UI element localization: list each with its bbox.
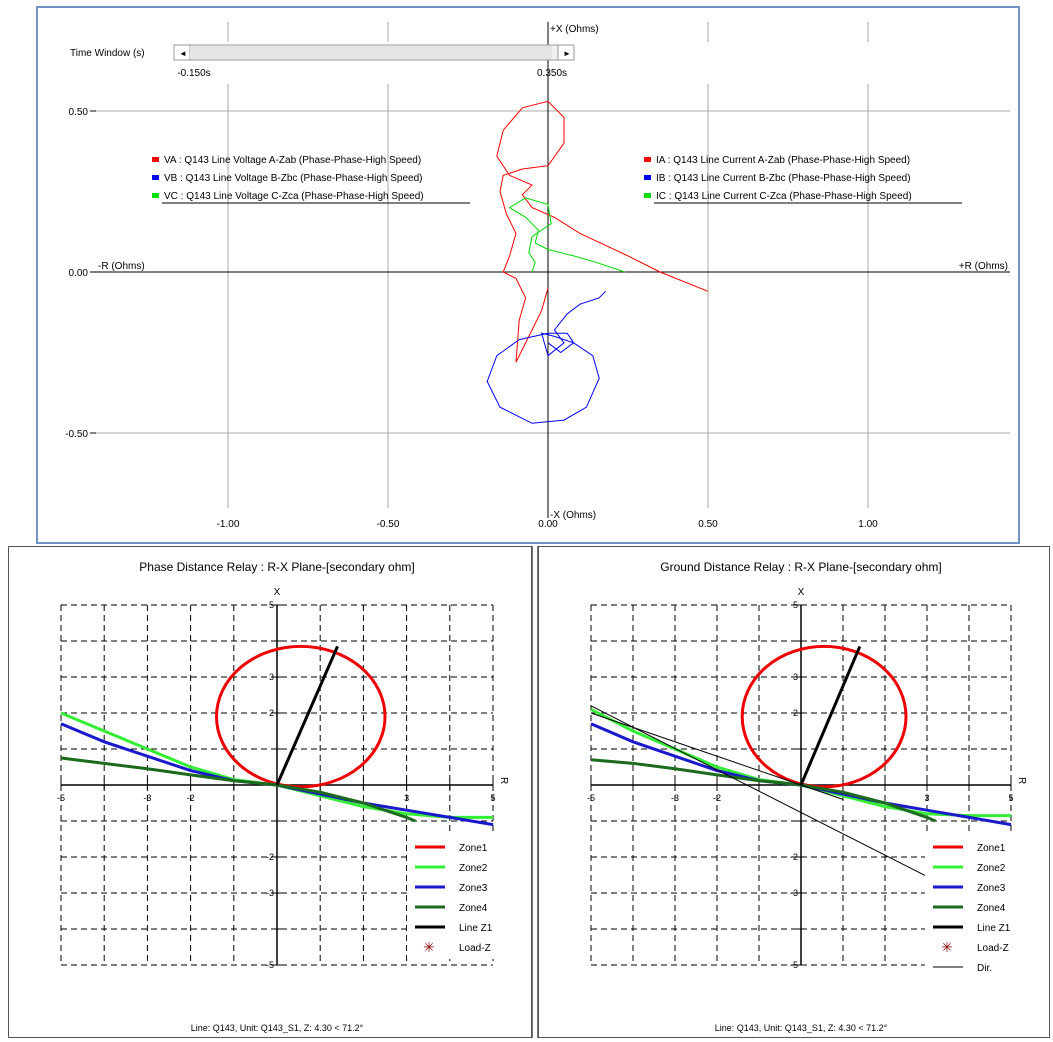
y-tick-label: 0.50 [69,107,89,118]
scroll-left-arrow-icon: ◄ [179,49,187,58]
chart-title: Phase Distance Relay : R-X Plane-[second… [139,560,414,574]
time-end-label: 0.350s [537,68,567,79]
r-tick-label: 5 [1008,793,1013,803]
time-window-label: Time Window (s) [70,48,145,59]
legend-left-item-swatch [152,157,159,162]
axis-label-pos-x: +X (Ohms) [550,24,599,35]
line-z1-curve [799,645,862,786]
dir--curve [590,712,844,800]
zone4-curve [590,758,936,823]
impedance-trajectory-chart: +X (Ohms) -X (Ohms) -R (Ohms) +R (Ohms) 0.50… [65,22,1010,530]
r-tick-label: -5 [587,793,595,803]
phase-distance-chart: Phase Distance Relay : R-X Plane-[second… [57,560,511,1033]
legend-left-item-swatch [152,193,159,198]
x-tick-label: 5 [269,600,274,610]
x-tick-label: 1.00 [858,519,878,530]
axis-label-pos-r: +R (Ohms) [959,261,1008,272]
panel-splitter[interactable] [532,546,538,1038]
legend-right-item-label: IA : Q143 Line Current A-Zab (Phase-Phas… [656,155,910,166]
x-tick-label: -1.00 [217,519,240,530]
x-tick-label: 0.00 [538,519,558,530]
x-tick-label: 3 [269,672,274,682]
impedance-trajectory-panel: +X (Ohms) -X (Ohms) -R (Ohms) +R (Ohms) 0.50… [36,6,1020,544]
legend-label: Load-Z [977,943,1009,954]
r-axis-name: R [1016,777,1027,784]
scroll-right-button[interactable] [557,44,575,61]
load-z-marker-icon: ✳ [423,939,435,955]
r-tick-label: -5 [57,793,65,803]
x-tick-label: -3 [790,888,798,898]
x-tick-label: 0.50 [698,519,718,530]
axis-label-neg-r: -R (Ohms) [98,261,145,272]
x-tick-label: -2 [790,852,798,862]
r-tick-label: -3 [671,793,679,803]
r-tick-label: 3 [924,793,929,803]
load-z-marker-icon: ✳ [941,939,953,955]
legend-left-item-swatch [152,175,159,180]
axis-label-neg-x: -X (Ohms) [550,510,596,521]
legend-label: Line Z1 [977,923,1011,934]
legend-right-item-swatch [644,157,651,162]
x-tick-label: -5 [790,960,798,970]
x-tick-label: 5 [793,600,798,610]
legend-label: Line Z1 [459,923,493,934]
scroll-thumb[interactable] [190,46,552,59]
legend-label: Zone2 [459,863,488,874]
time-start-label: -0.150s [177,68,210,79]
r-tick-label: -2 [187,793,195,803]
legend-label: Zone2 [977,863,1006,874]
dir--curve [590,705,932,880]
legend-left-item-label: VA : Q143 Line Voltage A-Zab (Phase-Phas… [164,155,421,166]
zone1-circle [740,644,908,789]
r-tick-label: 3 [404,793,409,803]
r-tick-label: -3 [143,793,151,803]
line-z1-curve [275,645,339,786]
legend-label: Zone4 [459,903,488,914]
chart-title: Ground Distance Relay : R-X Plane-[secon… [660,560,941,574]
legend-right-item-swatch [644,193,651,198]
x-tick-label: -3 [266,888,274,898]
x-tick-label: -5 [266,960,274,970]
ground-distance-chart: Ground Distance Relay : R-X Plane-[secon… [587,560,1029,1033]
x-axis-name: X [274,587,281,598]
zone4-curve [60,756,416,823]
ground-distance-panel: Ground Distance Relay : R-X Plane-[secon… [538,546,1050,1038]
legend-right-item-label: IB : Q143 Line Current B-Zbc (Phase-Phas… [656,173,911,184]
r-tick-label: 5 [490,793,495,803]
legend-right-item-label: IC : Q143 Line Current C-Zca (Phase-Phas… [656,191,912,202]
zone1-circle [215,644,387,789]
legend-label: Zone1 [977,843,1006,854]
legend-label: Zone3 [977,883,1006,894]
legend-label: Load-Z [459,943,491,954]
legend-right-item-swatch [644,175,651,180]
trajectory-series [496,100,709,363]
legend-label: Zone1 [459,843,488,854]
r-axis-name: R [498,777,509,784]
y-tick-label: 0.00 [69,268,89,279]
chart-footer: Line: Q143, Unit: Q143_S1, Z: 4.30 < 71.… [191,1023,364,1033]
x-tick-label: 2 [793,708,798,718]
legend-label: Dir. [977,963,992,974]
trajectory-series [508,197,625,273]
legend-left-item-label: VC : Q143 Line Voltage C-Zca (Phase-Phas… [164,191,424,202]
x-tick-label: 2 [269,708,274,718]
trajectory-series [486,290,606,424]
chart-footer: Line: Q143, Unit: Q143_S1, Z: 4.30 < 71.… [715,1023,888,1033]
legend-label: Zone3 [459,883,488,894]
scroll-right-arrow-icon: ► [563,49,571,58]
r-tick-label: -2 [713,793,721,803]
y-tick-label: -0.50 [65,429,88,440]
x-tick-label: -2 [266,852,274,862]
legend-label: Zone4 [977,903,1006,914]
x-tick-label: -0.50 [377,519,400,530]
x-tick-label: 3 [793,672,798,682]
legend-box [407,835,511,959]
x-axis-name: X [798,587,805,598]
phase-distance-panel: Phase Distance Relay : R-X Plane-[second… [8,546,532,1038]
legend-left-item-label: VB : Q143 Line Voltage B-Zbc (Phase-Phas… [164,173,422,184]
